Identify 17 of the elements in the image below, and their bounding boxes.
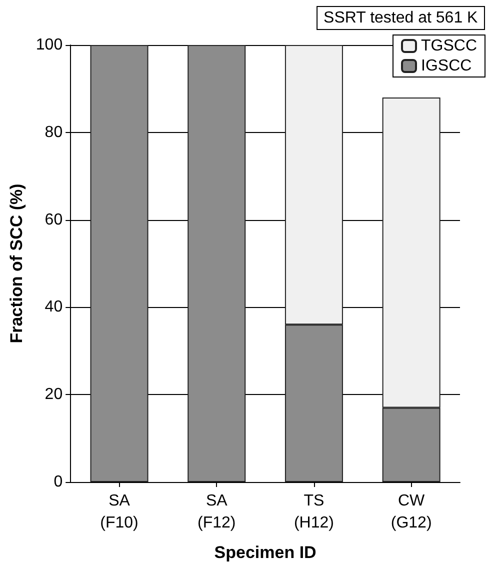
bar (188, 45, 246, 482)
y-tick-label: 20 (44, 386, 63, 404)
x-axis-title: Specimen ID (214, 543, 316, 562)
x-tick-label: SA (F12) (198, 492, 236, 532)
y-axis-title: Fraction of SCC (%) (7, 184, 26, 344)
legend-label: TGSCC (421, 38, 477, 54)
bar (90, 45, 148, 482)
y-tick-label: 0 (54, 474, 63, 490)
legend-title: SSRT tested at 561 K (324, 10, 478, 26)
y-tick-label: 100 (36, 36, 63, 54)
legend-label: IGSCC (421, 58, 472, 74)
y-tick-label: 40 (44, 298, 63, 316)
y-tick-label: 60 (44, 211, 63, 228)
x-tick-label: TS (H12) (294, 492, 334, 532)
x-tick-label: SA (F10) (100, 492, 138, 532)
y-tick-label: 80 (44, 124, 63, 141)
x-tick-label: CW (G12) (390, 492, 432, 532)
